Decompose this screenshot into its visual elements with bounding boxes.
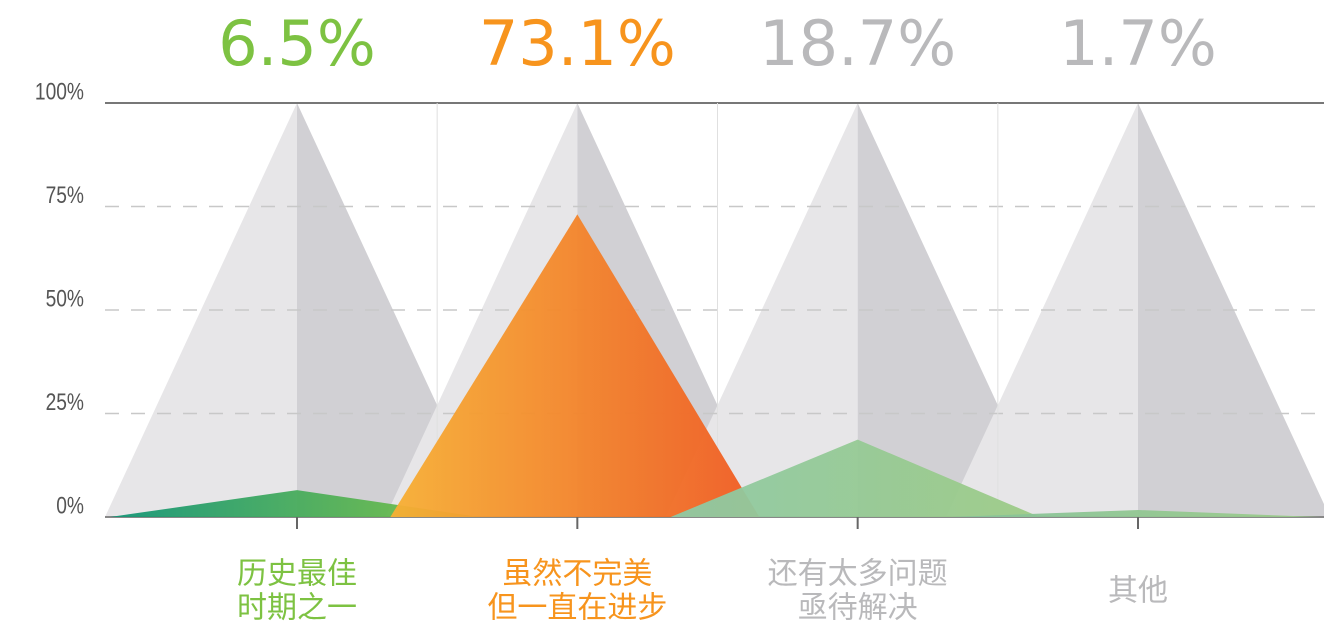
y-tick-label: 100%: [35, 77, 84, 105]
y-tick-label: 0%: [56, 491, 84, 519]
y-tick-label: 75%: [46, 181, 84, 209]
x-tick-label: 还有太多问题: [768, 557, 948, 592]
x-tick-label: 历史最佳: [237, 557, 357, 592]
value-label: 1.7%: [1059, 7, 1217, 80]
x-tick-label: 时期之一: [237, 591, 357, 626]
x-tick-label: 虽然不完美: [502, 557, 652, 592]
x-tick-label: 但一直在进步: [487, 591, 667, 626]
value-label: 6.5%: [218, 7, 376, 80]
value-label: 18.7%: [759, 7, 956, 80]
y-tick-label: 50%: [46, 284, 84, 312]
y-tick-label: 25%: [46, 388, 84, 416]
x-tick-label: 其他: [1108, 574, 1168, 609]
value-label: 73.1%: [479, 7, 676, 80]
peak: [390, 214, 760, 517]
peak: [110, 490, 479, 517]
x-tick-label: 亟待解决: [798, 591, 918, 626]
peak: [951, 509, 1320, 517]
peak: [670, 439, 1040, 517]
